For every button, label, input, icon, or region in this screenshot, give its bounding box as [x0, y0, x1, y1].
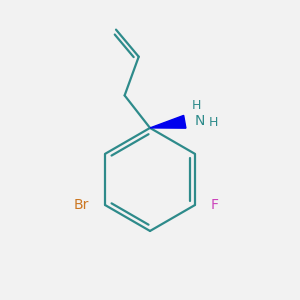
Text: H: H: [209, 116, 219, 129]
Text: H: H: [192, 100, 201, 112]
Polygon shape: [150, 116, 186, 128]
Text: Br: Br: [74, 198, 89, 212]
Text: N: N: [195, 114, 206, 128]
Text: F: F: [211, 198, 219, 212]
